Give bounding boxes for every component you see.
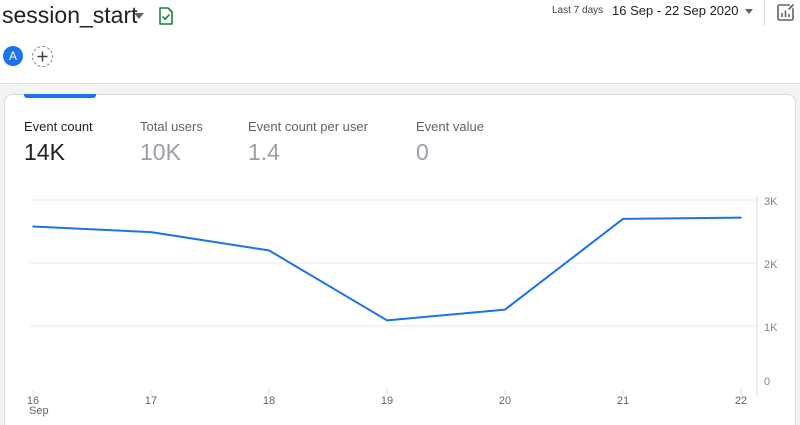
chevron-down-icon[interactable] xyxy=(134,13,144,19)
data-point xyxy=(386,319,388,322)
event-count-line-chart: 0 1K 2K 3K 16 17 18 19 20 21 22 Sep xyxy=(27,196,778,417)
x-tick-label: 22 xyxy=(735,395,747,407)
document-check-icon xyxy=(159,7,173,25)
chart-card xyxy=(4,94,796,425)
metric-tab-event-value[interactable]: Event value 0 xyxy=(416,119,484,166)
metric-label: Event value xyxy=(416,119,484,134)
metric-label: Event count xyxy=(24,119,93,134)
x-tick-sublabel: Sep xyxy=(29,405,49,417)
data-point xyxy=(268,249,270,252)
x-tick-label: 16 xyxy=(27,395,39,407)
event-name-title: session_start xyxy=(2,2,138,28)
metric-value: 1.4 xyxy=(248,139,280,165)
metric-label: Event count per user xyxy=(248,119,368,134)
x-tick-label: 19 xyxy=(381,395,393,407)
x-tick-label: 21 xyxy=(617,395,629,407)
metric-value: 0 xyxy=(416,139,429,165)
data-point xyxy=(32,225,34,228)
metric-tab-event-count-per-user[interactable]: Event count per user 1.4 xyxy=(248,119,368,166)
data-point xyxy=(504,308,506,311)
series-line xyxy=(32,216,742,322)
metric-value: 10K xyxy=(140,139,181,165)
metric-tab-event-count[interactable]: Event count 14K xyxy=(24,119,93,166)
comparison-avatar[interactable]: A xyxy=(3,46,23,66)
y-tick-label: 0 xyxy=(764,376,770,388)
add-comparison-button[interactable] xyxy=(32,46,53,67)
x-tick-label: 17 xyxy=(145,395,157,407)
date-preset-label: Last 7 days xyxy=(552,5,604,16)
x-tick-label: 20 xyxy=(499,395,511,407)
date-range-chevron-icon[interactable] xyxy=(745,9,753,14)
x-tick-label: 18 xyxy=(263,395,275,407)
metric-tab-total-users[interactable]: Total users 10K xyxy=(140,119,203,166)
data-point xyxy=(150,231,152,233)
add-comparison-icon xyxy=(37,51,48,62)
data-point xyxy=(740,216,742,219)
data-point xyxy=(622,218,624,220)
metric-label: Total users xyxy=(140,119,203,134)
y-tick-label: 2K xyxy=(764,259,778,271)
y-tick-label: 1K xyxy=(764,322,778,334)
report-header: session_start Last 7 days 16 Sep - 22 Se… xyxy=(0,0,800,84)
metric-value: 14K xyxy=(24,139,65,165)
edit-chart-icon[interactable] xyxy=(776,2,796,22)
toolbar-divider xyxy=(764,0,765,26)
date-range-picker[interactable]: 16 Sep - 22 Sep 2020 xyxy=(612,3,739,18)
y-tick-label: 3K xyxy=(764,196,778,208)
active-metric-indicator xyxy=(24,94,96,98)
